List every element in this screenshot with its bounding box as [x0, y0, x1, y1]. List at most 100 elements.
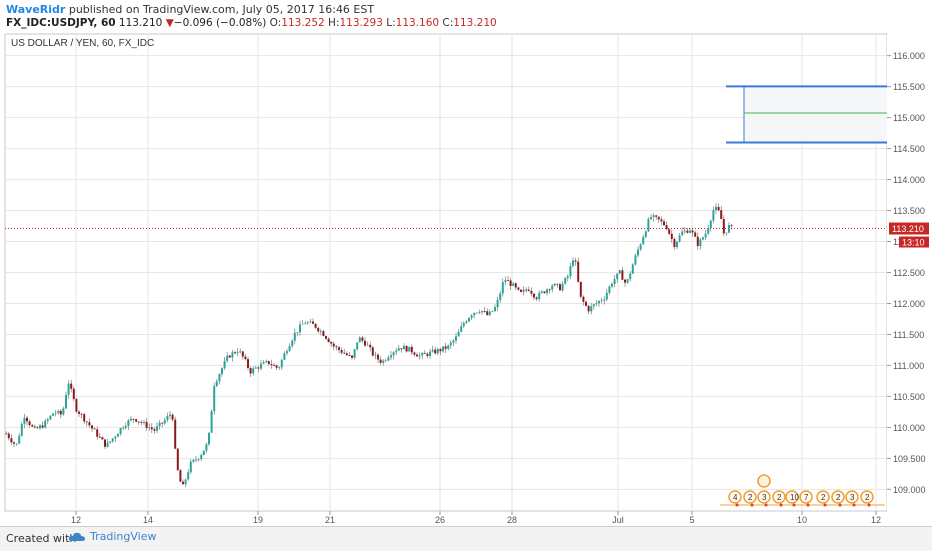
candle-body: [618, 270, 621, 274]
candle-body: [431, 349, 434, 352]
candle-body: [197, 459, 200, 460]
candle-body: [548, 289, 551, 291]
candle-body: [650, 217, 652, 220]
candle-body: [689, 230, 691, 233]
us-flag-event-icon[interactable]: [757, 474, 771, 488]
candle-body: [39, 425, 41, 429]
symbol-label: FX_IDC:USDJPY, 60: [6, 17, 116, 29]
candle-body: [101, 437, 104, 440]
candle-body: [522, 289, 525, 292]
x-tick-label: Jul: [612, 515, 624, 525]
candle-body: [356, 342, 359, 350]
y-tick-label: 111.000: [893, 361, 924, 371]
y-tick-label: 116.000: [893, 51, 925, 61]
candle-body: [179, 470, 182, 482]
candle-body: [273, 365, 275, 366]
candle-body: [288, 346, 291, 352]
created-with-text: Created with: [6, 532, 77, 545]
event-marker-icon[interactable]: [743, 490, 757, 504]
candle-body: [140, 422, 143, 423]
candle-body: [72, 388, 75, 400]
candle-body: [208, 432, 210, 445]
tradingview-logo[interactable]: TradingView: [68, 530, 156, 543]
candle-body: [231, 352, 234, 358]
candle-body: [579, 281, 582, 297]
candle-body: [345, 353, 348, 356]
candle-body: [561, 283, 564, 291]
down-arrow-icon: ▼: [165, 17, 174, 29]
candle-body: [397, 348, 400, 351]
candle-body: [681, 231, 684, 236]
candle-body: [613, 279, 616, 285]
candle-body: [696, 236, 699, 247]
author-link[interactable]: WaveRidr: [6, 3, 66, 16]
y-tick-label: 115.000: [893, 113, 925, 123]
event-marker-icon[interactable]: [860, 490, 874, 504]
candle-body: [371, 347, 374, 356]
candle-body: [114, 436, 117, 439]
candle-body: [228, 355, 231, 358]
candle-body: [452, 340, 455, 343]
countdown-badge: [899, 236, 929, 248]
candle-body: [491, 311, 494, 312]
event-dot: [806, 503, 810, 507]
event-marker-icon[interactable]: [799, 490, 813, 504]
time-axis[interactable]: 12 14 19 21 26 28 Jul 5 10 12: [71, 511, 881, 525]
candle-body: [156, 426, 158, 431]
candle-body: [104, 439, 106, 447]
candle-body: [278, 367, 281, 369]
candle-body: [387, 357, 390, 361]
candle-body: [343, 352, 346, 354]
candle-body: [124, 426, 127, 428]
candle-body: [52, 413, 54, 416]
candle-body: [434, 349, 437, 354]
candle-body: [36, 427, 39, 429]
candle-body: [184, 479, 187, 485]
candle-body: [709, 220, 712, 229]
candle-body: [730, 225, 733, 226]
candle-body: [413, 352, 416, 355]
candle-body: [15, 443, 18, 445]
candle-body: [483, 311, 486, 312]
candle-body: [150, 427, 153, 430]
candle-body: [18, 435, 21, 444]
event-marker-icon[interactable]: [757, 490, 771, 504]
candle-body: [379, 359, 382, 363]
candle-body: [442, 346, 444, 352]
x-tick-label: 26: [435, 515, 445, 525]
symbol-info-line: FX_IDC:USDJPY, 60 113.210 ▼−0.096 (−0.08…: [6, 17, 497, 29]
candle-body: [600, 300, 603, 302]
event-markers[interactable]: 4 2 3 2 10 7 2 2 3 2: [720, 474, 885, 507]
event-marker-icon[interactable]: [845, 490, 859, 504]
candle-body: [241, 351, 244, 357]
y-tick-label: 112.500: [893, 268, 925, 278]
candle-body: [275, 365, 278, 368]
event-count-label: 10: [790, 493, 799, 502]
candle-body: [13, 442, 15, 444]
candle-body: [330, 342, 333, 344]
candle-body: [507, 280, 509, 282]
close-value: 113.210: [453, 17, 497, 29]
event-marker-icon[interactable]: [785, 490, 799, 504]
candle-body: [358, 337, 361, 343]
event-marker-icon[interactable]: [728, 490, 742, 504]
event-marker-icon[interactable]: [816, 490, 830, 504]
candle-body: [644, 231, 647, 238]
y-tick-label: 109.500: [893, 454, 926, 464]
event-dot: [792, 503, 796, 507]
candle-body: [410, 346, 413, 353]
candle-body: [421, 353, 424, 356]
x-tick-label: 10: [797, 515, 807, 525]
event-marker-icon[interactable]: [831, 490, 845, 504]
candle-body: [694, 232, 697, 237]
candle-body: [691, 230, 694, 233]
event-marker-icon[interactable]: [772, 490, 786, 504]
candle-body: [728, 225, 730, 233]
candle-body: [652, 215, 655, 218]
candle-body: [668, 229, 671, 234]
candle-body: [400, 348, 403, 350]
candle-body: [530, 290, 533, 294]
candle-body: [712, 210, 715, 221]
price-axis[interactable]: 109.000 109.500 110.000 110.500 111.000 111.5…: [887, 34, 932, 511]
